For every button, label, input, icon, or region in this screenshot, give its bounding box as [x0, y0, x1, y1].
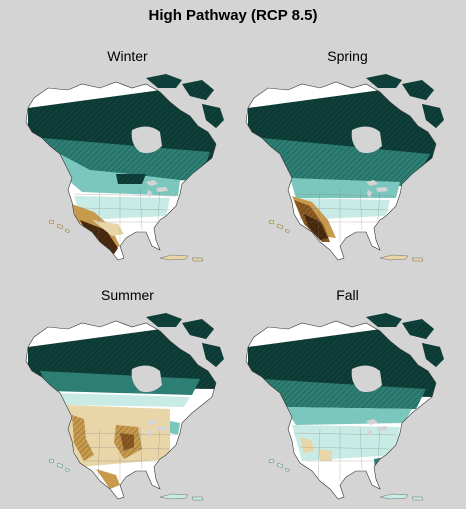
change-region-summer — [56, 393, 190, 407]
island-fall — [276, 462, 284, 469]
change-region-fall — [318, 449, 332, 461]
change-region-fall — [300, 437, 314, 453]
map-spring — [245, 74, 444, 262]
significance-hatch-summer — [120, 433, 134, 451]
island-winter — [64, 228, 71, 234]
panel-label-spring: Spring — [327, 48, 368, 64]
significance-hatch-winter — [80, 220, 118, 254]
island-fall — [379, 493, 409, 500]
panel-fall: Fall — [240, 287, 455, 509]
hudson-bay — [351, 126, 382, 154]
great-lake — [146, 180, 158, 186]
island-spring — [284, 228, 291, 234]
island-spring — [411, 257, 424, 262]
panel-summer: Summer — [20, 287, 235, 509]
island-fall — [411, 496, 424, 501]
hudson-bay — [131, 365, 162, 393]
coastline-fall — [245, 320, 437, 500]
island-winter — [56, 223, 64, 230]
coastline-summer — [25, 320, 217, 500]
great-lake — [366, 419, 378, 425]
map-winter — [25, 74, 224, 262]
island-summer — [159, 493, 189, 500]
great-lake — [156, 187, 168, 192]
island-winter — [191, 257, 204, 262]
panel-label-winter: Winter — [107, 48, 148, 64]
great-lake — [367, 190, 372, 198]
island-summer — [48, 458, 55, 464]
panel-spring: Spring — [240, 48, 455, 270]
island-summer — [56, 462, 64, 469]
great-lake — [367, 429, 372, 437]
great-lake — [366, 180, 378, 186]
arctic-island-spring — [366, 74, 402, 88]
arctic-island-winter — [146, 74, 182, 88]
great-lake — [376, 426, 388, 431]
change-region-summer — [96, 469, 120, 489]
island-winter — [159, 254, 189, 261]
great-lake — [156, 426, 168, 431]
hudson-bay — [351, 365, 382, 393]
island-summer — [191, 496, 204, 501]
panel-winter: Winter — [20, 48, 235, 270]
great-lake — [376, 187, 388, 192]
map-summer — [25, 313, 224, 501]
panel-label-summer: Summer — [101, 287, 154, 303]
island-summer — [64, 467, 71, 473]
significance-hatch-summer — [72, 415, 94, 461]
arctic-island-summer — [146, 313, 182, 327]
island-fall — [268, 458, 275, 464]
island-spring — [268, 219, 275, 225]
coastline-winter — [25, 81, 217, 261]
map-fall — [245, 313, 444, 501]
great-lake — [146, 419, 158, 425]
hudson-bay — [131, 126, 162, 154]
island-spring — [276, 223, 284, 230]
significance-hatch-spring — [262, 138, 430, 186]
figure-title: High Pathway (RCP 8.5) — [148, 7, 318, 24]
island-spring — [379, 254, 409, 261]
significance-hatch-spring — [304, 214, 328, 240]
change-region-summer — [170, 421, 180, 435]
change-region-winter — [74, 196, 170, 220]
change-region-fall — [284, 407, 412, 425]
island-winter — [48, 219, 55, 225]
significance-hatch-winter — [116, 174, 146, 184]
island-fall — [284, 467, 291, 473]
panel-label-fall: Fall — [336, 287, 359, 303]
arctic-island-fall — [366, 313, 402, 327]
coastline-spring — [245, 81, 437, 261]
great-lake — [147, 190, 152, 198]
great-lake — [147, 429, 152, 437]
significance-hatch-fall — [262, 379, 426, 409]
change-region-winter — [92, 220, 124, 236]
